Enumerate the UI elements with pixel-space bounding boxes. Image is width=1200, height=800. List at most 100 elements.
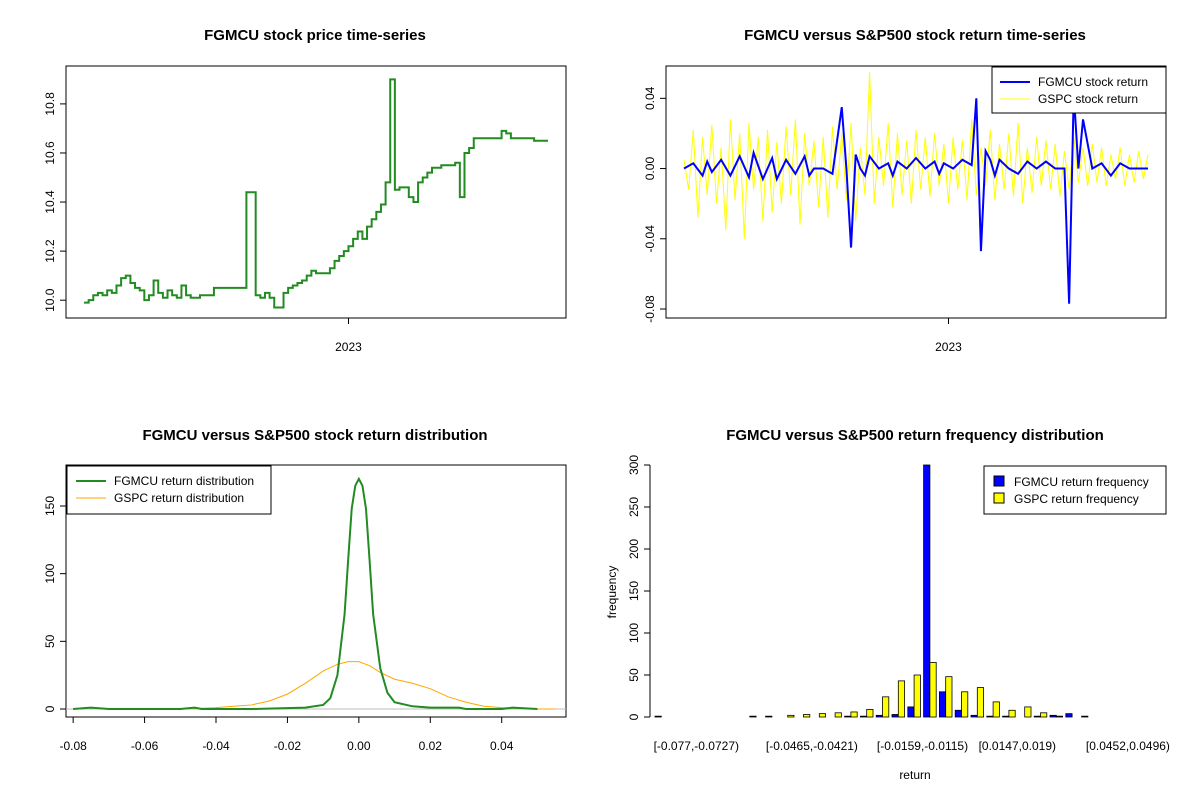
fgmcu-frequency-bar [923,464,931,718]
legend-label-fgmcu-distribution: FGMCU return distribution [114,474,254,488]
frequency-x-axis-label: return [899,768,930,782]
gspc-distribution-line [162,661,556,710]
gspc-frequency-bar [992,701,1000,718]
frequency-series [654,464,1089,718]
fgmcu-return-line [683,93,1148,304]
frequency-y-tick-label: 50 [627,668,641,682]
frequency-axes: 0 50 100 150 200 250 300 [-0.077,-0.0727) [-0.04… [627,455,1170,753]
gspc-frequency-bar [1040,712,1048,718]
fgmcu-frequency-bar [907,706,915,718]
fgmcu-frequency-bar [860,715,868,718]
frequency-y-axis-label: frequency [605,566,619,619]
price-timeseries-panel: FGMCU stock price time-series 10.010.210… [43,27,567,354]
frequency-legend-box [983,465,1167,515]
legend-label-fgmcu-return: FGMCU stock return [1038,75,1148,89]
return-y-tick-label: -0.04 [643,225,657,253]
fgmcu-frequency-bar [986,715,994,718]
frequency-x-tick-label: [-0.0159,-0.0115) [877,739,968,753]
frequency-y-tick-label: 200 [627,539,641,559]
frequency-x-tick-label: [-0.077,-0.0727) [654,739,739,753]
gspc-frequency-bar [913,674,921,718]
gspc-frequency-bar [976,687,984,718]
distribution-y-tick-label: 50 [43,634,57,648]
distribution-x-tick-label: 0.02 [419,739,443,753]
fgmcu-frequency-bar [891,714,899,718]
gspc-frequency-bar [818,713,826,718]
distribution-chart-title: FGMCU versus S&P500 stock return distrib… [142,427,487,444]
distribution-x-tick-label: 0.00 [347,739,371,753]
price-y-tick-label: 10.2 [43,239,57,263]
gspc-frequency-bar [1008,709,1016,718]
gspc-frequency-bar [787,714,795,718]
return-series [683,71,1149,304]
gspc-frequency-bar [1024,706,1032,718]
gspc-frequency-bar [897,680,905,718]
return-x-tick-label: 2023 [935,340,962,354]
price-y-tick-label: 10.6 [43,141,57,165]
return-y-tick-label: -0.08 [643,295,657,323]
fgmcu-frequency-bar [1065,713,1073,718]
return-distribution-panel: FGMCU versus S&P500 stock return distrib… [43,427,567,753]
frequency-y-tick-label: 100 [627,623,641,643]
distribution-x-tick-label: -0.02 [274,739,302,753]
price-axes: 10.0 10.2 10.4 10.6 10.8 2023 [43,92,362,354]
fgmcu-frequency-bar [765,715,773,718]
frequency-y-tick-label: 250 [627,497,641,517]
legend-label-fgmcu-frequency: FGMCU return frequency [1014,475,1149,489]
frequency-x-tick-label: [0.0147,0.019) [979,739,1056,753]
gspc-frequency-bar [803,714,811,718]
return-chart-title: FGMCU versus S&P500 stock return time-se… [744,27,1086,44]
return-legend-box [991,66,1167,114]
legend-swatch-fgmcu-frequency [993,475,1005,487]
fgmcu-frequency-bar [1002,715,1010,718]
legend-swatch-gspc-frequency [993,492,1005,504]
gspc-frequency-bar [929,662,937,718]
gspc-frequency-bar [866,709,874,718]
fgmcu-frequency-bar [844,715,852,718]
distribution-x-tick-label: -0.08 [59,739,87,753]
fgmcu-frequency-bar [749,715,757,718]
frequency-y-tick-label: 150 [627,581,641,601]
frequency-y-tick-label: 0 [627,713,641,720]
gspc-frequency-bar [882,696,890,718]
distribution-legend: FGMCU return distribution GSPC return di… [66,465,272,515]
frequency-x-tick-label: [-0.0465,-0.0421) [766,739,858,753]
fgmcu-frequency-bar [970,714,978,718]
price-series [84,78,548,309]
fgmcu-frequency-bar [1049,714,1057,718]
legend-label-gspc-distribution: GSPC return distribution [114,491,244,505]
price-y-tick-label: 10.4 [43,190,57,214]
frequency-legend: FGMCU return frequency GSPC return frequ… [983,465,1167,515]
fgmcu-frequency-bar [939,691,947,718]
fgmcu-distribution-line [73,476,538,710]
return-timeseries-panel: FGMCU versus S&P500 stock return time-se… [643,27,1167,354]
distribution-y-tick-label: 150 [43,496,57,516]
price-y-tick-label: 10.8 [43,92,57,116]
fgmcu-frequency-bar [954,709,962,718]
frequency-x-tick-label: [0.0452,0.0496) [1086,739,1170,753]
fgmcu-frequency-bar [1081,715,1089,718]
gspc-frequency-bar [945,676,953,718]
price-series-line [84,78,548,309]
fgmcu-frequency-bar [654,715,662,718]
return-y-tick-label: 0.00 [643,157,657,181]
frequency-distribution-panel: FGMCU versus S&P500 return frequency dis… [605,427,1170,782]
gspc-frequency-bar [1055,715,1064,718]
fgmcu-frequency-bar [1033,715,1041,718]
return-y-tick-label: 0.04 [643,86,657,110]
gspc-return-line [683,71,1149,239]
legend-label-gspc-return: GSPC stock return [1038,92,1138,106]
price-x-tick-label: 2023 [335,340,362,354]
distribution-x-tick-label: -0.06 [131,739,159,753]
gspc-frequency-bar [850,711,858,718]
price-chart-title: FGMCU stock price time-series [204,27,426,44]
gspc-frequency-bar [834,712,842,718]
distribution-x-tick-label: 0.04 [490,739,514,753]
distribution-axes: 0 50 100 150 -0.08 -0.06 -0.04 -0.02 0.00 0.02 0.0… [43,496,514,753]
return-legend: FGMCU stock return GSPC stock return [991,66,1167,114]
legend-label-gspc-frequency: GSPC return frequency [1014,492,1139,506]
fgmcu-frequency-bar [875,714,883,718]
distribution-x-tick-label: -0.04 [202,739,230,753]
